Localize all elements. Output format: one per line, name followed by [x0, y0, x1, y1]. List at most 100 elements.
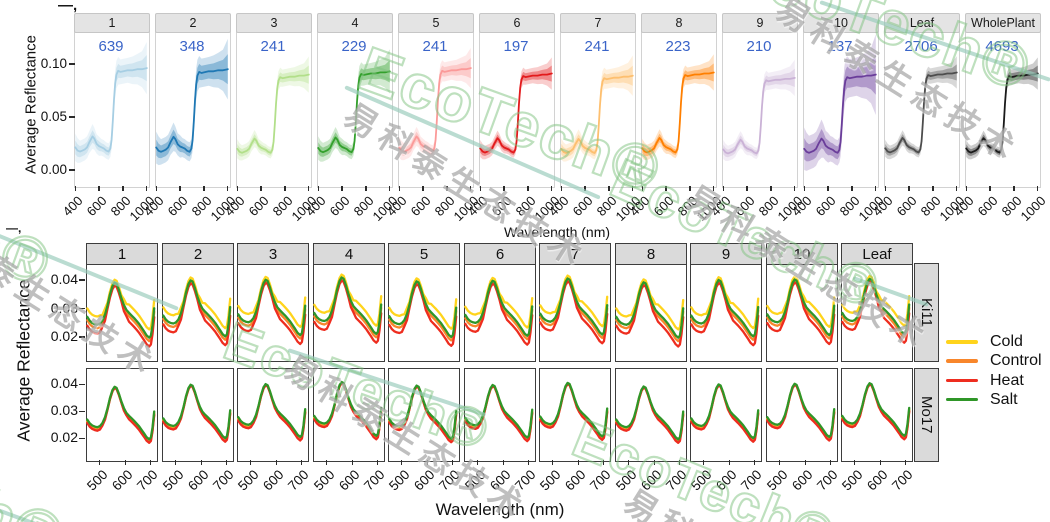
top-x-tick: [1013, 186, 1015, 191]
bottom-y-tick-label: 0.04: [50, 271, 78, 288]
top-x-tick: [989, 186, 991, 191]
treatment-curves: [162, 383, 232, 443]
bottom-y-tick: [79, 307, 85, 310]
bottom-y-tick-label: 0.02: [50, 429, 78, 446]
bottom-x-tick: [275, 460, 277, 465]
bottom-x-tick: [426, 460, 428, 465]
top-x-tick: [398, 186, 400, 191]
bottom-x-axis-label: Wavelength (nm): [435, 500, 565, 519]
legend-key-line: [946, 397, 978, 402]
facet-strip-bottom: 6: [464, 243, 536, 265]
treatment-curves: [162, 276, 232, 347]
top-x-tick: [827, 186, 829, 191]
bottom-x-tick: [477, 460, 479, 465]
bottom-x-tick: [326, 460, 328, 465]
bottom-x-tick: [300, 460, 303, 465]
facet-count: 639: [98, 38, 124, 55]
top-x-tick: [584, 186, 586, 191]
facet-strip-top: Leaf: [884, 13, 960, 33]
bottom-x-tick: [124, 460, 126, 465]
top-x-tick: [146, 186, 148, 191]
treatment-curves: [841, 274, 911, 344]
bottom-x-tick: [225, 460, 228, 465]
bottom-x-tick: [728, 460, 730, 465]
legend-label: Heat: [990, 371, 1024, 389]
facet-strip-bottom: 5: [388, 243, 460, 265]
facet-count: 241: [260, 38, 286, 55]
bottom-x-tick: [527, 460, 530, 465]
facet-panel-top: [155, 31, 231, 188]
bottom-x-tick: [577, 460, 579, 465]
facet-panel-bottom: [388, 263, 460, 362]
facet-strip-top: 2: [155, 13, 231, 33]
bottom-y-tick-label: 0.02: [50, 328, 78, 345]
bottom-x-tick: [250, 460, 252, 465]
facet-count: 4693: [985, 38, 1019, 55]
facet-count: 137: [827, 38, 853, 55]
facet-panel-bottom: [690, 263, 762, 362]
top-x-tick: [746, 186, 748, 191]
top-x-tick: [689, 186, 691, 191]
treatment-curves: [86, 385, 156, 444]
treatment-curves: [615, 385, 685, 444]
facet-strip-top: 3: [236, 13, 312, 33]
facet-strip-top: 6: [479, 13, 555, 33]
top-x-tick: [179, 186, 181, 191]
facet-strip-bottom: 1: [86, 243, 158, 265]
facet-panel-top: [722, 31, 798, 188]
spectral-curve: [236, 56, 310, 161]
top-x-tick: [98, 186, 100, 191]
top-x-tick: [932, 186, 934, 191]
bottom-x-tick: [99, 460, 101, 465]
top-y-tick: [69, 63, 75, 65]
facet-count: 2706: [904, 38, 938, 55]
treatment-curves: [766, 382, 836, 442]
facet-count: 348: [179, 38, 205, 55]
top-x-tick: [908, 186, 910, 191]
facet-panel-bottom: [615, 263, 687, 362]
bottom-x-tick: [653, 460, 655, 465]
top-left-cropped-label: —,: [58, 0, 78, 14]
bottom-x-tick: [703, 460, 705, 465]
facet-panel-bottom: [162, 368, 234, 462]
top-x-tick: [236, 186, 238, 191]
facet-panel-bottom: [615, 368, 687, 462]
top-x-tick: [260, 186, 262, 191]
treatment-curves: [313, 273, 383, 344]
bottom-x-tick: [779, 460, 781, 465]
bottom-y-tick-label: 0.03: [50, 402, 78, 419]
spectral-curve: [155, 38, 229, 166]
top-x-tick: [446, 186, 448, 191]
top-x-tick: [713, 186, 715, 191]
facet-strip-top: 1: [74, 13, 150, 33]
top-x-tick: [527, 186, 529, 191]
legend-key-line: [946, 340, 978, 344]
top-x-tick: [365, 186, 367, 191]
facet-panel-bottom: [766, 368, 838, 462]
treatment-curves: [464, 276, 534, 346]
top-x-tick: [284, 186, 286, 191]
top-x-tick: [74, 186, 76, 191]
legend-label: Salt: [990, 390, 1018, 408]
facet-strip-bottom: Leaf: [841, 243, 913, 265]
top-y-tick-label: 0.00: [40, 162, 67, 178]
top-x-tick: [203, 186, 205, 191]
top-x-tick: [665, 186, 667, 191]
legend-key-line: [946, 359, 978, 363]
facet-count: 197: [503, 38, 529, 55]
top-x-tick: [227, 186, 229, 191]
facet-count: 229: [341, 38, 367, 55]
top-y-axis-label: Average Reflectance: [22, 35, 40, 174]
treatment-curves: [539, 381, 609, 442]
top-x-tick: [479, 186, 481, 191]
top-x-tick: [503, 186, 505, 191]
facet-panel-top: [641, 31, 717, 188]
treatment-curves: [237, 275, 307, 346]
top-y-tick: [69, 116, 75, 118]
spectral-curve: [722, 59, 796, 162]
top-x-tick: [341, 186, 343, 191]
top-x-tick: [389, 186, 391, 191]
top-x-tick: [770, 186, 772, 191]
bottom-x-tick: [552, 460, 554, 465]
top-x-tick: [794, 186, 796, 191]
